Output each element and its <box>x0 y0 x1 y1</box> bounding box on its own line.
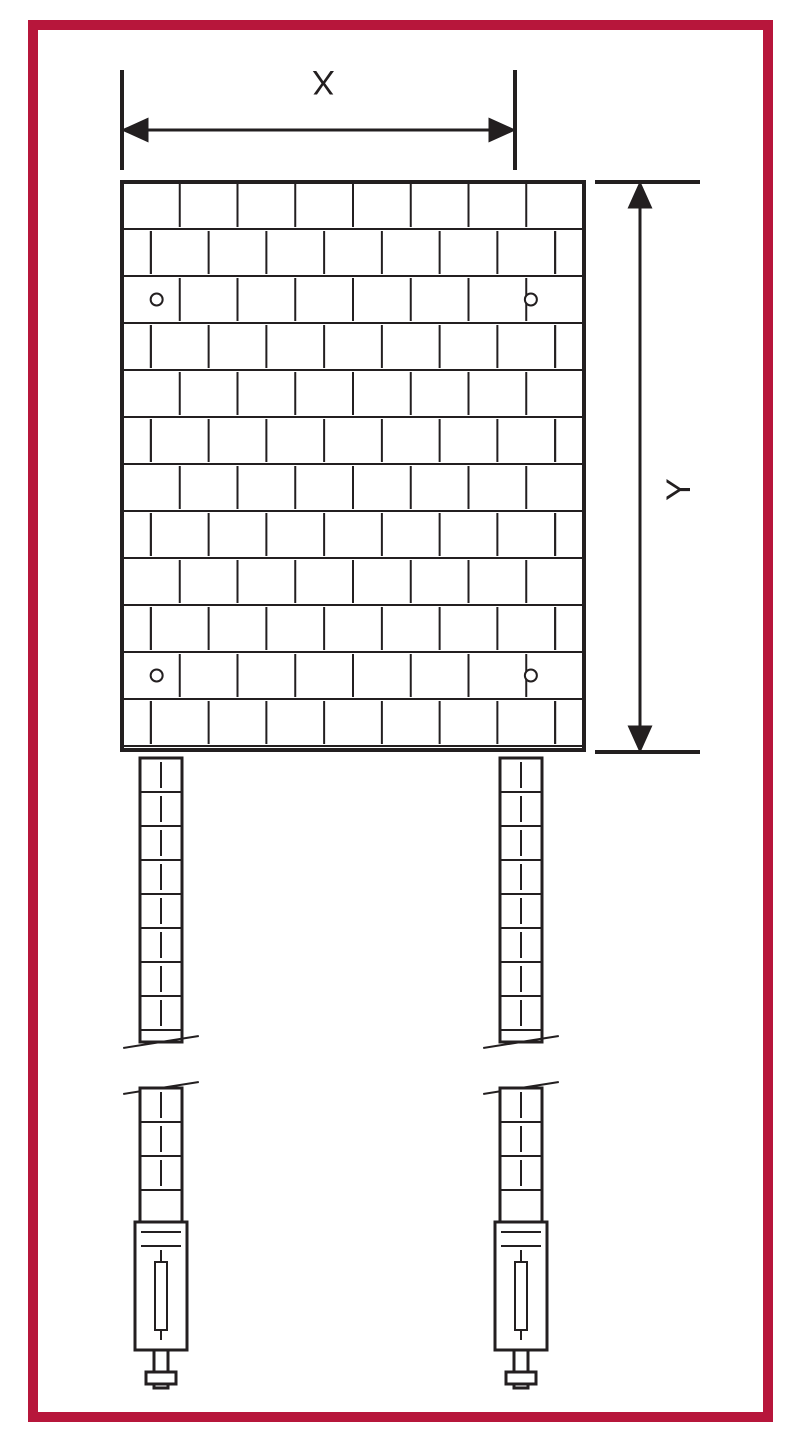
page: X Y <box>0 0 800 1444</box>
dim-x-label: X <box>312 62 335 101</box>
dim-y-label: Y <box>660 478 699 501</box>
heater-diagram <box>0 0 800 1444</box>
